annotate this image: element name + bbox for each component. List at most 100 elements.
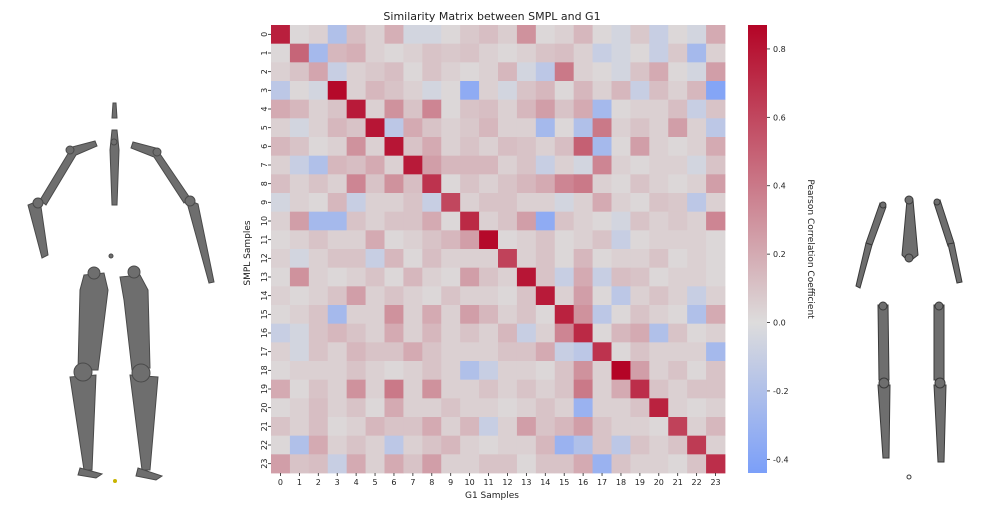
heatmap-cell — [327, 249, 348, 269]
heatmap-cell — [365, 398, 385, 418]
heatmap-cell — [516, 267, 537, 287]
heatmap-cell — [403, 118, 423, 138]
heatmap-cell — [498, 342, 518, 362]
heatmap-cell — [498, 99, 518, 119]
heatmap-cell — [516, 62, 537, 82]
heatmap-cell — [535, 323, 556, 343]
heatmap-cell — [403, 155, 423, 175]
heatmap-cell — [706, 379, 726, 399]
heatmap-cell — [365, 211, 385, 231]
heatmap-cell — [271, 99, 291, 119]
heatmap-cell — [346, 398, 366, 418]
heatmap-cell — [554, 62, 575, 82]
heatmap-cell — [479, 417, 499, 437]
heatmap-cell — [592, 323, 612, 343]
heatmap-cell — [346, 454, 366, 474]
heatmap-cell — [516, 155, 537, 175]
heatmap-cell — [668, 118, 688, 138]
heatmap-cell — [441, 155, 461, 175]
heatmap-cell — [668, 249, 688, 269]
heatmap-cell — [573, 435, 593, 455]
heatmap-cell — [706, 323, 726, 343]
heatmap-cell — [460, 230, 480, 250]
y-tick-label: 13 — [260, 272, 269, 282]
heatmap-cell — [289, 286, 310, 306]
heatmap-cell — [687, 305, 707, 325]
heatmap-cell — [346, 286, 366, 306]
heatmap-cell — [649, 361, 669, 381]
heatmap-cell — [403, 174, 423, 194]
heatmap-cell — [441, 342, 461, 362]
heatmap-cell — [365, 305, 385, 325]
heatmap-cell — [422, 81, 442, 101]
heatmap-cell — [365, 174, 385, 194]
heatmap-cell — [592, 174, 612, 194]
heatmap-cell — [346, 193, 366, 213]
heatmap-cell — [441, 174, 461, 194]
heatmap-cell — [498, 137, 518, 157]
heatmap-cell — [706, 417, 726, 437]
heatmap-cell — [649, 323, 669, 343]
heatmap-cell — [327, 99, 348, 119]
heatmap-cell — [365, 342, 385, 362]
heatmap-cell — [460, 267, 480, 287]
heatmap-cell — [271, 25, 291, 45]
smpl-skeleton-figure — [27, 102, 215, 483]
heatmap-cell — [403, 379, 423, 399]
colorbar — [748, 25, 767, 473]
heatmap-cell — [479, 99, 499, 119]
heatmap-cell — [706, 286, 726, 306]
heatmap-cell — [516, 81, 537, 101]
x-tick-label: 11 — [483, 478, 493, 487]
heatmap-cell — [611, 81, 631, 101]
heatmap-cell — [271, 435, 291, 455]
heatmap-cell — [535, 435, 556, 455]
heatmap-cell — [327, 323, 348, 343]
heatmap-cell — [630, 454, 650, 474]
heatmap-cell — [649, 81, 669, 101]
heatmap-cell — [592, 435, 612, 455]
heatmap-cell — [403, 435, 423, 455]
heatmap-cell — [649, 398, 669, 418]
heatmap-cell — [289, 155, 310, 175]
heatmap-cell — [498, 174, 518, 194]
heatmap-cell — [706, 361, 726, 381]
heatmap-cell — [289, 342, 310, 362]
heatmap-cell — [403, 249, 423, 269]
heatmap-cell — [384, 211, 404, 231]
heatmap-cell — [422, 323, 442, 343]
heatmap-cell — [535, 137, 556, 157]
heatmap-cell — [706, 81, 726, 101]
heatmap-cell — [346, 379, 366, 399]
heatmap-cell — [592, 286, 612, 306]
y-tick-label: 22 — [260, 440, 269, 450]
heatmap-cell — [365, 62, 385, 82]
heatmap-cell — [554, 361, 575, 381]
heatmap-cell — [403, 398, 423, 418]
y-tick-label: 12 — [260, 253, 269, 263]
heatmap-cell — [516, 361, 537, 381]
heatmap-cell — [403, 305, 423, 325]
heatmap-cell — [460, 137, 480, 157]
heatmap-cell — [516, 379, 537, 399]
heatmap-cell — [384, 155, 404, 175]
heatmap-cell — [384, 435, 404, 455]
heatmap-cell — [535, 379, 556, 399]
heatmap-cell — [516, 193, 537, 213]
heatmap-cell — [630, 379, 650, 399]
heatmap-cell — [573, 193, 593, 213]
heatmap-cell — [535, 417, 556, 437]
heatmap-cell — [649, 193, 669, 213]
heatmap-cell — [479, 230, 499, 250]
heatmap-cell — [611, 379, 631, 399]
heatmap-cell — [271, 323, 291, 343]
heatmap-cell — [422, 454, 442, 474]
heatmap-cell — [554, 118, 575, 138]
heatmap-cell — [460, 361, 480, 381]
heatmap-cell — [498, 81, 518, 101]
heatmap-cell — [535, 361, 556, 381]
heatmap-cell — [271, 417, 291, 437]
heatmap-cell — [479, 211, 499, 231]
heatmap-cell — [441, 43, 461, 63]
heatmap-cell — [554, 155, 575, 175]
